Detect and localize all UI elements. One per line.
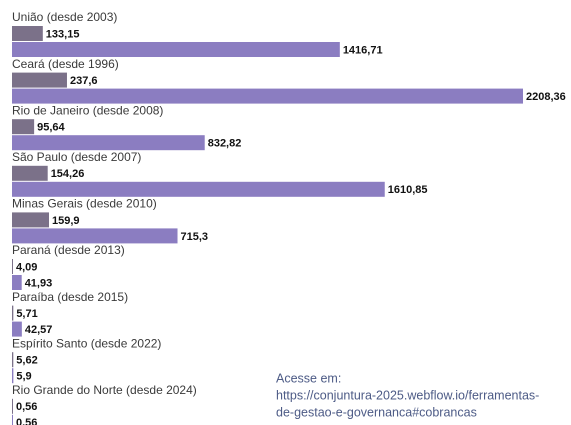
value-label: 715,3 (181, 231, 209, 243)
annotation: Acesse em: (276, 371, 341, 385)
category-label: Espírito Santo (desde 2022) (12, 336, 161, 350)
category-label: São Paulo (desde 2007) (12, 150, 141, 164)
value-label: 832,82 (208, 138, 242, 150)
bar (12, 368, 14, 384)
category-label: Rio de Janeiro (desde 2008) (12, 103, 163, 117)
value-label: 237,6 (70, 75, 98, 87)
bar (12, 165, 48, 181)
category-label: Rio Grande do Norte (desde 2024) (12, 383, 197, 397)
bar (12, 72, 67, 88)
bar (12, 398, 13, 414)
category-label: Minas Gerais (desde 2010) (12, 197, 157, 211)
bar (12, 228, 178, 244)
bar (12, 88, 523, 104)
bar (12, 305, 14, 321)
bar (12, 42, 340, 57)
bar (12, 26, 43, 41)
category-label: Paraná (desde 2013) (12, 243, 125, 257)
bar (12, 212, 49, 228)
category-label: Ceará (desde 1996) (12, 57, 119, 71)
value-label: 5,71 (16, 308, 37, 320)
bar (12, 181, 385, 197)
value-label: 42,57 (25, 324, 53, 336)
value-label: 133,15 (46, 28, 80, 40)
annotation: de-gestao-e-governanca#cobrancas (276, 405, 477, 419)
value-label: 5,62 (16, 355, 37, 367)
annotation: https://conjuntura-2025.webflow.io/ferra… (276, 388, 539, 402)
category-label: União (desde 2003) (12, 10, 117, 24)
value-label: 2208,36 (526, 91, 566, 103)
category-label: Paraíba (desde 2015) (12, 290, 128, 304)
value-label: 1610,85 (388, 184, 428, 196)
bar (12, 119, 35, 135)
value-label: 159,9 (52, 215, 80, 227)
value-label: 5,9 (16, 371, 31, 383)
bar (12, 321, 22, 337)
value-label: 0,56 (16, 417, 37, 425)
bar (12, 414, 13, 425)
value-label: 4,09 (16, 261, 37, 273)
value-label: 154,26 (51, 168, 85, 180)
value-label: 95,64 (37, 122, 65, 134)
bar (12, 275, 22, 290)
bar (12, 259, 13, 274)
value-label: 41,93 (25, 277, 53, 289)
value-label: 1416,71 (343, 44, 383, 56)
value-label: 0,56 (16, 401, 37, 413)
bar (12, 352, 14, 368)
bar (12, 135, 205, 151)
